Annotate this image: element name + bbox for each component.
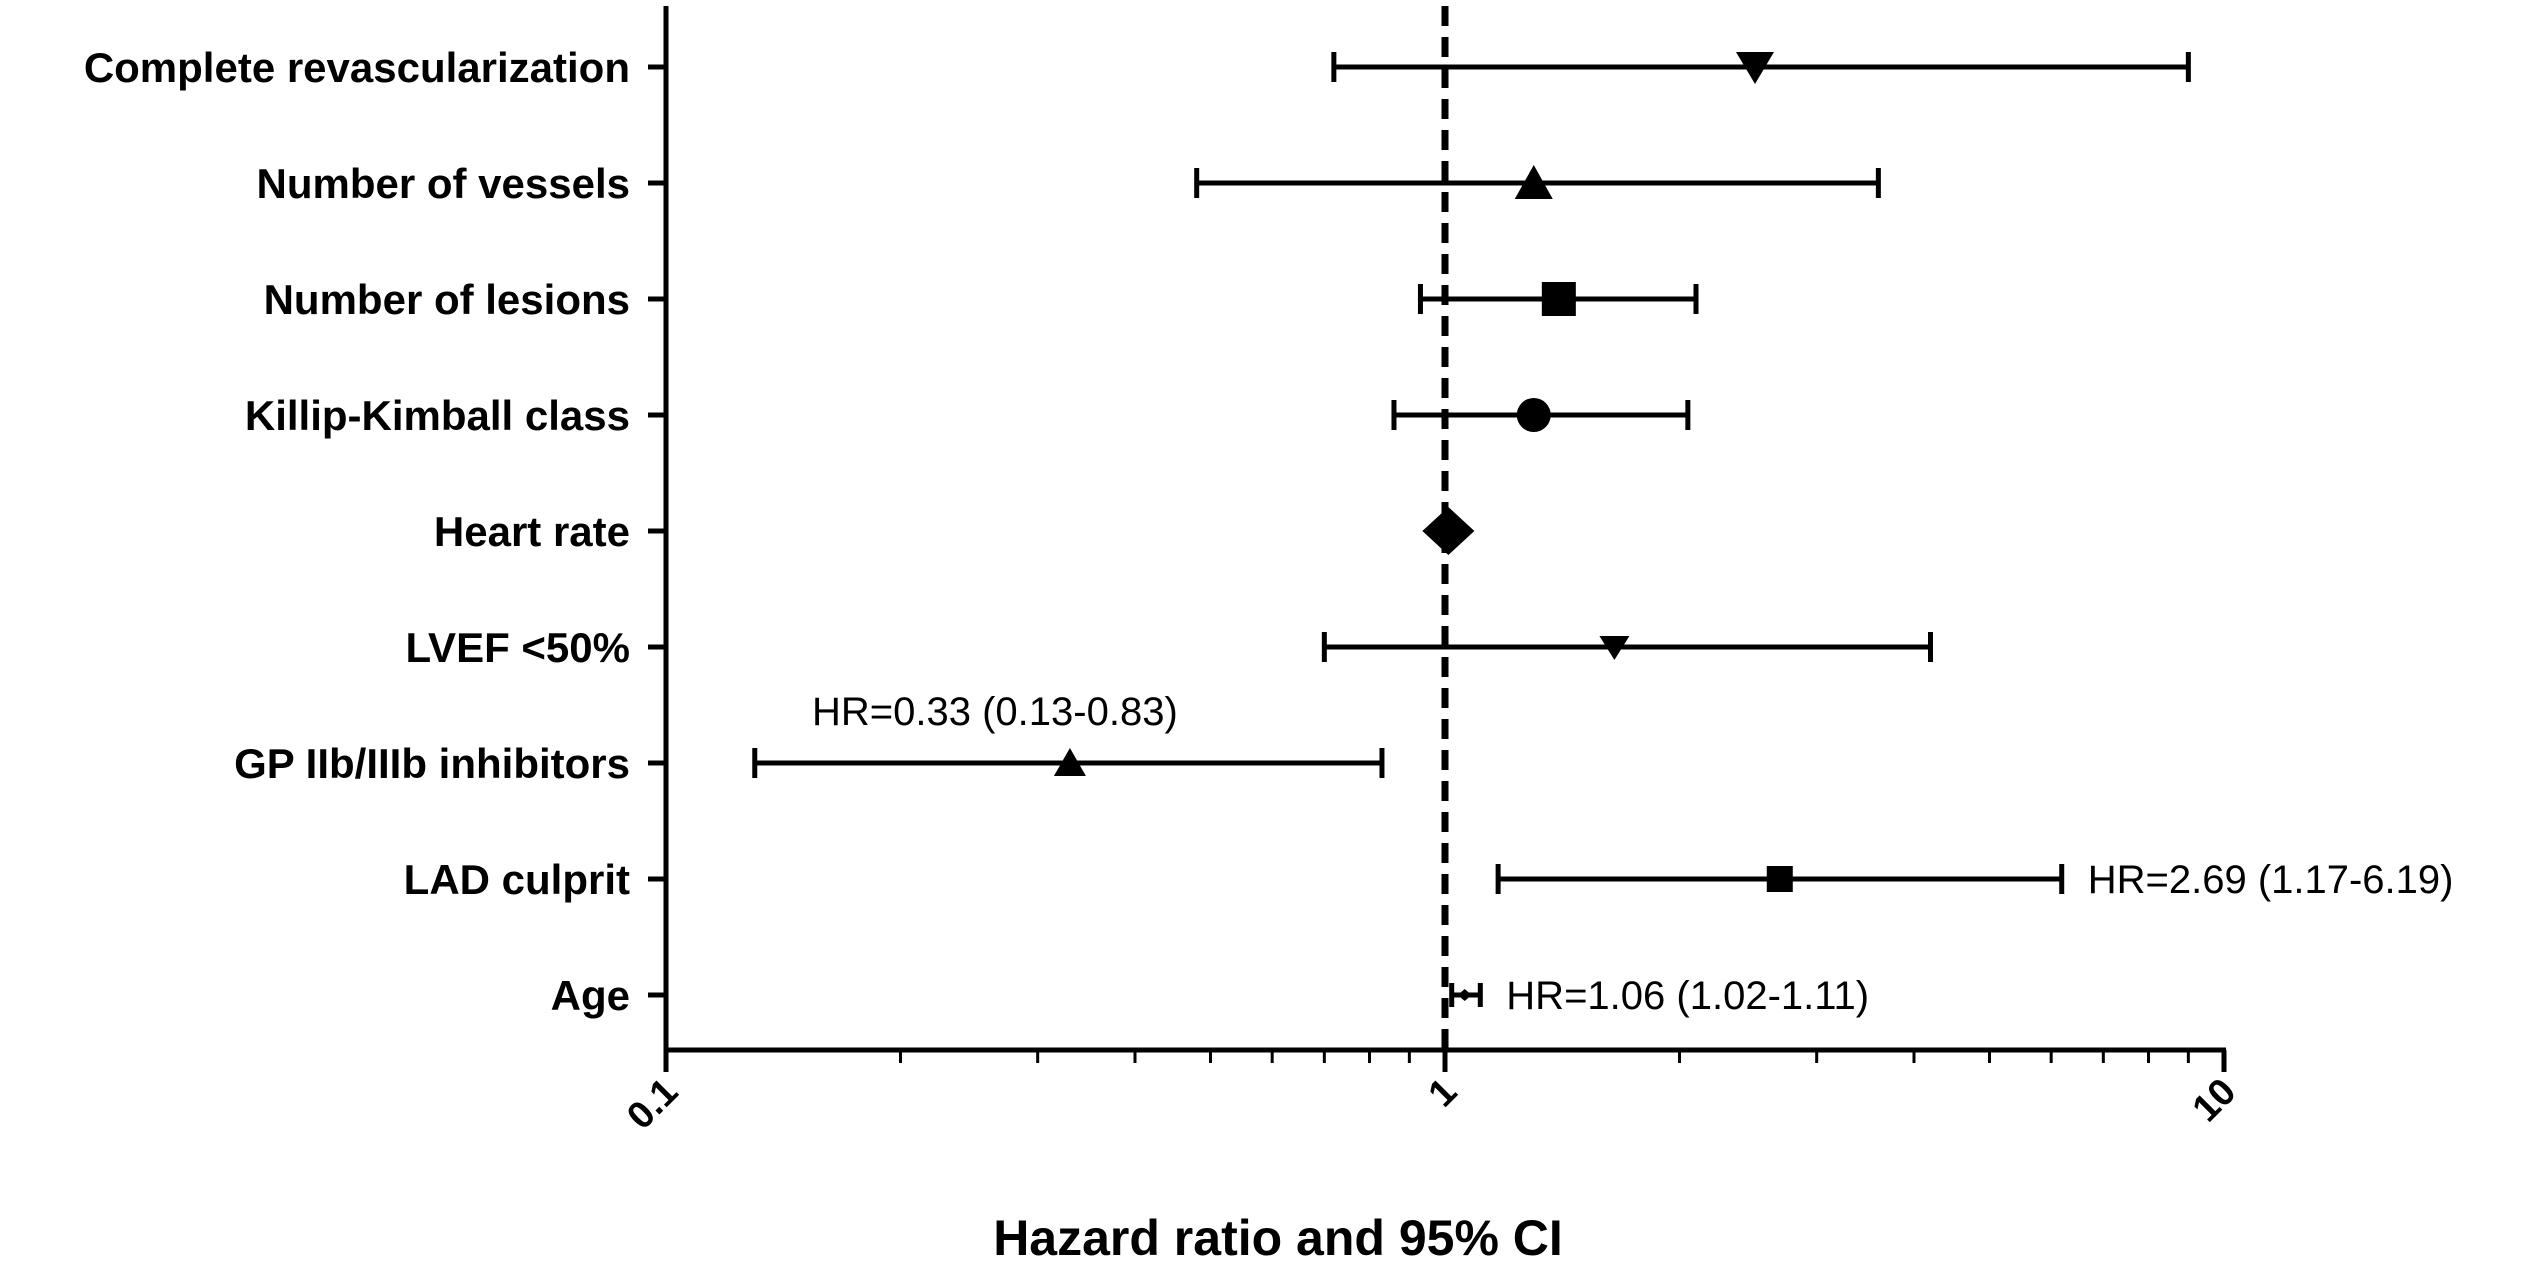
annotations-group: HR=0.33 (0.13-0.83) HR=2.69 (1.17-6.19) HR… xyxy=(812,690,2453,1018)
x-tick-label: 0.1 xyxy=(619,1071,686,1138)
row-label: Complete revascularization xyxy=(84,44,630,91)
x-axis: 0.1 1 10 xyxy=(619,1047,2245,1138)
row-label: Killip-Kimball class xyxy=(245,392,630,439)
row-label: LAD culprit xyxy=(404,856,630,903)
row-label: Heart rate xyxy=(434,508,630,555)
row-label: LVEF <50% xyxy=(406,624,630,671)
forest-row: Number of vessels xyxy=(257,160,1881,207)
x-axis-title: Hazard ratio and 95% CI xyxy=(993,1210,1563,1266)
forest-row: Killip-Kimball class xyxy=(245,392,1691,439)
forest-row: Complete revascularization xyxy=(84,44,2191,91)
marker-square xyxy=(1766,866,1793,892)
forest-row: GP IIb/IIIb inhibitors xyxy=(234,740,1385,787)
row-label: Age xyxy=(551,972,630,1019)
forest-row: LAD culprit xyxy=(404,856,2065,903)
marker-circle xyxy=(1516,398,1551,432)
hr-annotation: HR=0.33 (0.13-0.83) xyxy=(812,690,1178,734)
marker-triangle-down-large xyxy=(1735,52,1774,84)
hr-annotation: HR=2.69 (1.17-6.19) xyxy=(2088,858,2454,902)
marker-square-large xyxy=(1541,282,1576,316)
x-tick-label: 1 xyxy=(1421,1071,1466,1116)
forest-row: LVEF <50% xyxy=(406,624,1934,671)
row-label: Number of lesions xyxy=(264,276,630,323)
marker-triangle-down xyxy=(1599,636,1630,660)
row-label: Number of vessels xyxy=(257,160,631,207)
marker-triangle-up-large xyxy=(1514,165,1553,199)
forest-row: Heart rate xyxy=(434,507,1475,555)
forest-row: Age xyxy=(551,972,1483,1019)
x-tick-label: 10 xyxy=(2185,1071,2245,1131)
hr-annotation: HR=1.06 (1.02-1.11) xyxy=(1506,974,1869,1018)
marker-triangle-up xyxy=(1053,748,1086,776)
marker-diamond-small xyxy=(1457,989,1472,1001)
row-label: GP IIb/IIIb inhibitors xyxy=(234,740,630,787)
rows-group: Complete revascularization Number of vess… xyxy=(84,44,2191,1019)
forest-row: Number of lesions xyxy=(264,276,1699,323)
marker-diamond xyxy=(1422,507,1475,555)
